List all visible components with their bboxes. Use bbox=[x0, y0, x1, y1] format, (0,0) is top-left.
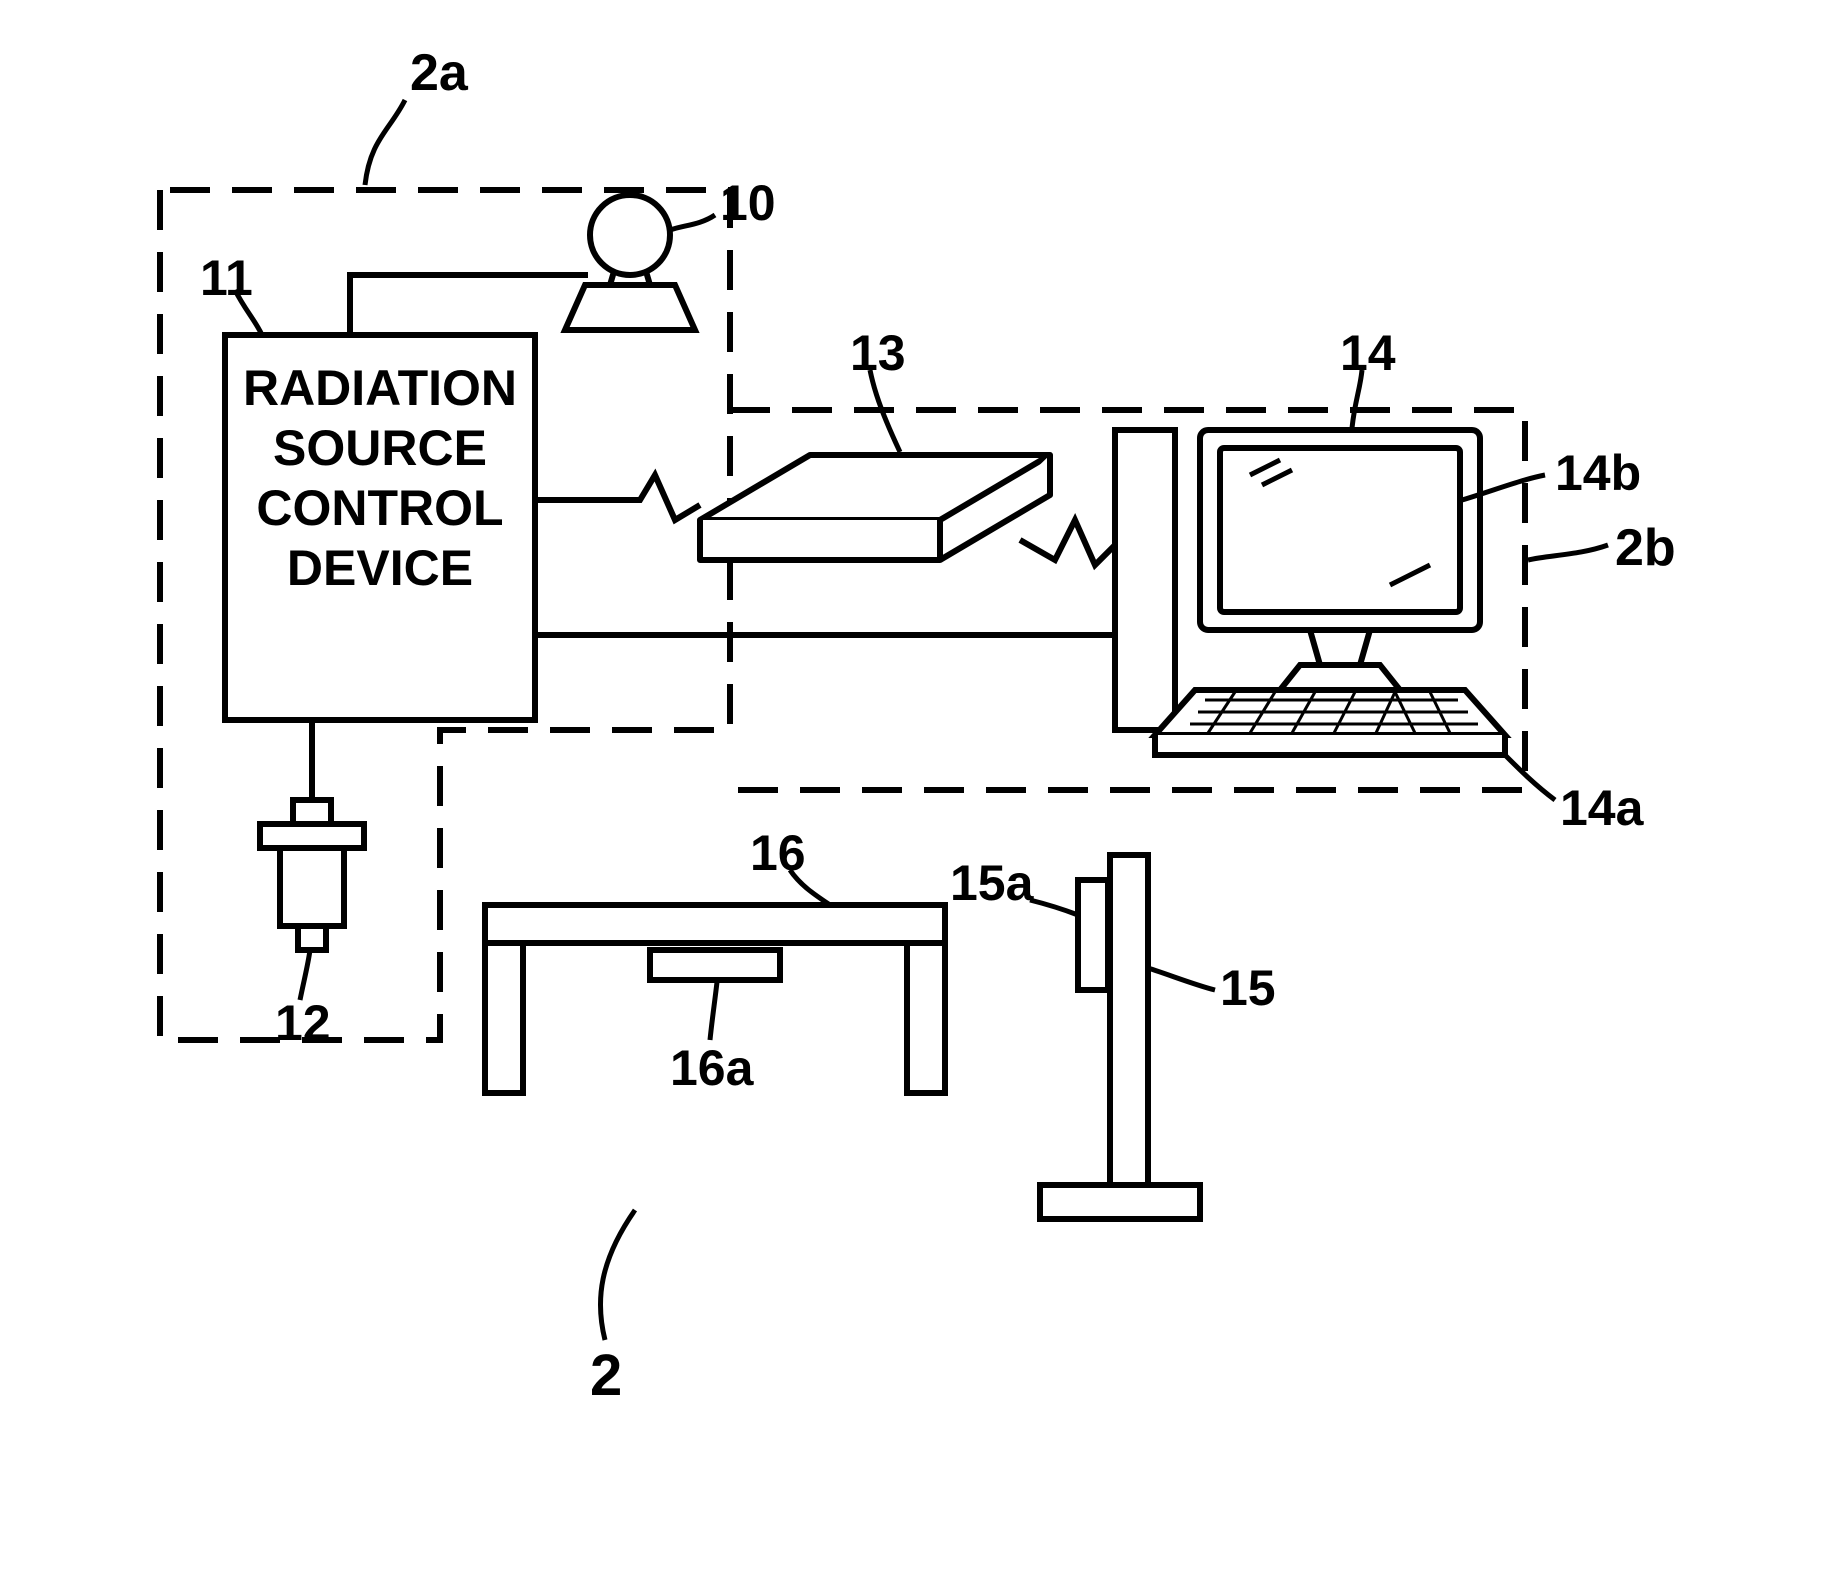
block11-line1: RADIATION bbox=[243, 360, 517, 416]
label-15: 15 bbox=[1220, 960, 1276, 1016]
camera-icon bbox=[565, 195, 695, 330]
diagram-canvas: RADIATION SOURCE CONTROL DEVICE bbox=[0, 0, 1836, 1569]
label-2a: 2a bbox=[410, 44, 469, 102]
label-11: 11 bbox=[200, 250, 253, 306]
block11-line3: CONTROL bbox=[256, 480, 503, 536]
control-device-block: RADIATION SOURCE CONTROL DEVICE bbox=[225, 335, 535, 720]
label-13: 13 bbox=[850, 325, 906, 381]
wire-11-to-10 bbox=[350, 275, 588, 335]
cassette-icon bbox=[700, 455, 1050, 560]
label-2b: 2b bbox=[1615, 519, 1676, 577]
label-16a: 16a bbox=[670, 1040, 755, 1096]
block11-line4: DEVICE bbox=[287, 540, 473, 596]
label-14b: 14b bbox=[1555, 445, 1641, 501]
label-12: 12 bbox=[275, 995, 331, 1051]
block11-line2: SOURCE bbox=[273, 420, 487, 476]
console-icon bbox=[1115, 430, 1505, 755]
wire-11-to-13 bbox=[535, 475, 700, 520]
label-14a: 14a bbox=[1560, 780, 1645, 836]
label-16: 16 bbox=[750, 825, 806, 881]
label-15a: 15a bbox=[950, 855, 1035, 911]
label-2: 2 bbox=[590, 1343, 622, 1408]
wire-13-to-14 bbox=[1020, 520, 1115, 565]
label-14: 14 bbox=[1340, 325, 1396, 381]
label-10: 10 bbox=[720, 175, 776, 231]
source-head-icon bbox=[260, 720, 364, 950]
wire-11-to-2b bbox=[535, 635, 1115, 690]
